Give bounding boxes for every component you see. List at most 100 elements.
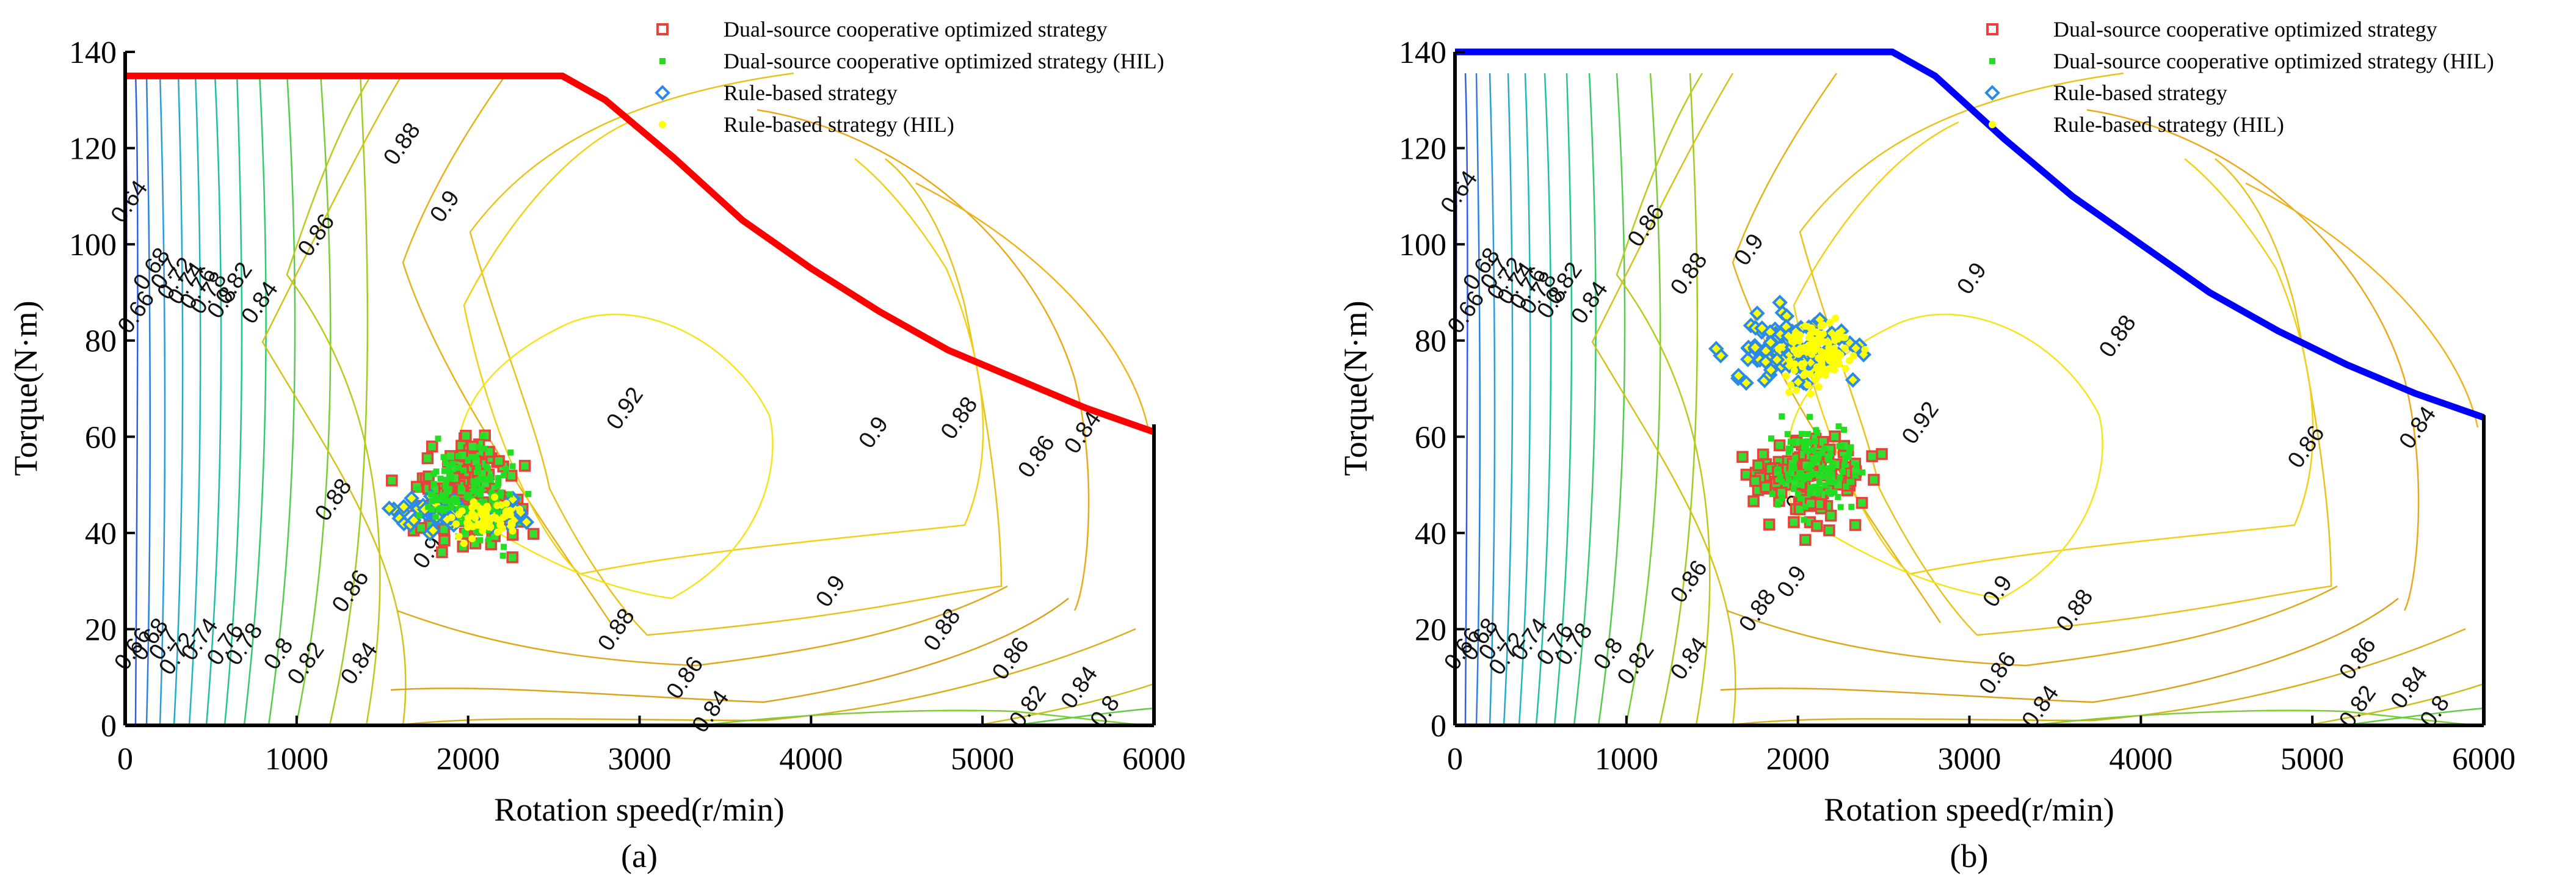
- rule-hil-marker: [458, 507, 466, 515]
- contour-label: 0.92: [601, 383, 648, 435]
- rule-hil-marker: [1785, 388, 1793, 396]
- optimized-hil-marker: [495, 475, 502, 482]
- contour-label: 0.88: [936, 392, 983, 444]
- optimized-hil-marker: [471, 484, 477, 491]
- rule-hil-marker: [1818, 358, 1826, 366]
- optimized-marker: [493, 455, 505, 467]
- optimized-hil-marker: [1843, 483, 1849, 490]
- optimized-marker: [1849, 519, 1862, 531]
- scatter-markers-a: [381, 429, 540, 564]
- contour-label: 0.86: [327, 565, 374, 617]
- optimized-hil-marker: [449, 460, 456, 467]
- optimized-hil-marker: [437, 476, 444, 482]
- optimized-hil-marker: [1774, 501, 1781, 508]
- optimized-hil-marker: [1785, 449, 1792, 455]
- optimized-marker: [1757, 448, 1769, 461]
- optimized-hil-marker: [1822, 466, 1829, 473]
- y-tick-label: 80: [1415, 324, 1446, 359]
- rule-hil-marker: [1793, 349, 1801, 357]
- optimized-hil-marker: [429, 506, 435, 513]
- legend-item: Rule-based strategy: [1984, 81, 2227, 105]
- rule-hil-marker: [1808, 324, 1816, 332]
- legend-label: Rule-based strategy: [2053, 81, 2227, 105]
- optimized-hil-marker: [440, 492, 446, 499]
- legend-item: Rule-based strategy (HIL): [1989, 112, 2284, 137]
- panel-caption-a: (a): [621, 838, 658, 874]
- optimized-hil-marker: [1853, 462, 1860, 469]
- rule-hil-marker: [507, 519, 515, 527]
- optimized-hil-marker: [1825, 457, 1832, 463]
- optimized-hil-marker: [1799, 438, 1805, 445]
- optimized-hil-marker: [1768, 435, 1774, 442]
- optimized-hil-marker: [1848, 445, 1854, 451]
- optimized-hil-marker: [488, 490, 495, 496]
- optimized-hil-marker: [1805, 430, 1812, 437]
- rule-hil-marker: [1788, 337, 1796, 345]
- optimized-hil-marker: [481, 445, 488, 452]
- optimized-hil-marker: [503, 466, 509, 473]
- optimized-hil-marker: [457, 485, 464, 492]
- rule-marker: [1769, 352, 1785, 368]
- y-tick-label: 100: [69, 228, 117, 263]
- optimized-hil-marker: [1801, 476, 1807, 483]
- rule-hil-marker: [1841, 333, 1849, 341]
- legend-item: Dual-source cooperative optimized strate…: [656, 17, 1108, 42]
- contour-label: 0.64: [1436, 166, 1483, 218]
- optimized-hil-marker: [1810, 447, 1816, 454]
- optimized-hil-marker: [1804, 448, 1810, 454]
- optimized-hil-marker: [1835, 423, 1842, 430]
- y-tick-label: 120: [69, 132, 117, 167]
- rule-marker: [1749, 305, 1765, 322]
- optimized-hil-marker: [1827, 450, 1834, 457]
- optimized-hil-marker: [1837, 504, 1844, 510]
- optimized-marker: [1824, 509, 1837, 522]
- optimized-hil-marker: [487, 476, 494, 483]
- optimized-hil-marker: [1813, 451, 1820, 457]
- x-axis-label-a: Rotation speed(r/min): [494, 791, 784, 828]
- rule-hil-marker: [1796, 331, 1804, 339]
- optimized-hil-marker: [435, 506, 442, 513]
- optimized-marker: [1752, 459, 1765, 471]
- rule-hil-marker: [1837, 351, 1845, 359]
- rule-marker: [404, 490, 419, 506]
- y-tick-label: 60: [1415, 420, 1446, 455]
- rule-hil-marker: [1809, 336, 1816, 344]
- x-tick-label: 6000: [1122, 742, 1186, 777]
- optimized-hil-marker: [455, 465, 462, 471]
- optimized-hil-marker: [1807, 490, 1813, 496]
- x-tick-label: 1000: [265, 742, 328, 777]
- rule-hil-marker: [1820, 338, 1827, 346]
- rule-hil-marker: [509, 527, 517, 535]
- optimized-hil-marker: [437, 496, 443, 503]
- optimized-hil-marker: [1779, 495, 1785, 501]
- y-tick-label: 0: [101, 709, 117, 744]
- legend-item: Dual-source cooperative optimized strate…: [1986, 17, 2437, 42]
- y-tick-label: 20: [85, 612, 117, 647]
- optimized-hil-marker: [1794, 491, 1801, 498]
- optimized-hil-marker: [509, 463, 516, 470]
- optimized-marker: [460, 429, 472, 442]
- optimized-hil-marker: [525, 491, 532, 498]
- optimized-hil-marker: [1802, 503, 1809, 510]
- optimized-hil-marker: [454, 499, 460, 506]
- max-torque-envelope-a: [125, 72, 1155, 435]
- rule-hil-marker: [1787, 381, 1794, 389]
- contour-label: 0.88: [1666, 248, 1713, 300]
- legend-optimized-marker: [656, 23, 669, 35]
- optimized-hil-marker: [1785, 445, 1792, 452]
- optimized-hil-marker: [1779, 413, 1785, 419]
- optimized-marker: [1868, 474, 1880, 486]
- optimized-marker: [415, 521, 427, 534]
- optimized-hil-marker: [1831, 489, 1838, 496]
- optimized-hil-marker: [1790, 438, 1796, 445]
- rule-hil-marker: [448, 513, 455, 521]
- optimized-hil-marker: [1784, 431, 1791, 438]
- optimized-hil-marker: [415, 486, 422, 493]
- axis-ticks-b: 0 1000 2000 3000 4000 5000 6000 0 20 40 60 80 100 120…: [1399, 35, 2516, 777]
- rule-hil-marker: [1806, 370, 1814, 378]
- optimized-hil-marker: [443, 505, 449, 512]
- legend-label: Dual-source cooperative optimized strate…: [724, 49, 1164, 73]
- y-axis-label-b: Torque(N·m): [1337, 300, 1374, 476]
- rule-hil-marker: [1815, 383, 1823, 391]
- x-tick-label: 2000: [1766, 742, 1830, 777]
